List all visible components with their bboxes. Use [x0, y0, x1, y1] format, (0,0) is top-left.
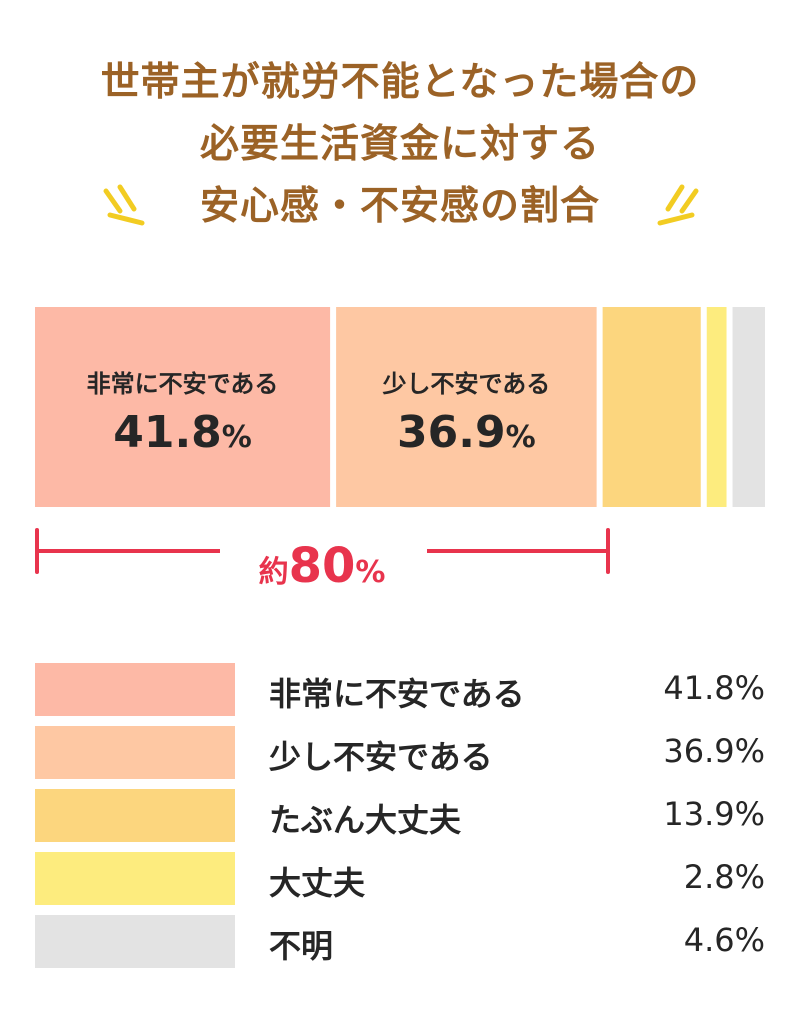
left-emphasis-marks-icon — [98, 183, 158, 233]
legend-row: 少し不安である 36.9% — [35, 726, 765, 789]
legend-swatch — [35, 852, 235, 905]
bar-segment-ok — [706, 307, 727, 507]
legend-value: 36.9% — [663, 732, 765, 770]
segment-label-somewhat-anxious: 少し不安である 36.9% — [336, 307, 597, 507]
legend-row: 非常に不安である 41.8% — [35, 663, 765, 726]
chart-title-line-2: 必要生活資金に対する — [199, 122, 600, 167]
legend-label: たぶん大丈夫 — [269, 801, 462, 839]
legend-value: 4.6% — [683, 921, 765, 959]
segment-label-very-anxious: 非常に不安である 41.8% — [35, 307, 330, 507]
bracket-annotation — [35, 528, 610, 588]
bracket-lines — [35, 528, 610, 574]
legend-swatch — [35, 789, 235, 842]
legend-label: 少し不安である — [269, 738, 493, 776]
legend-swatch — [35, 663, 235, 716]
legend-swatch — [35, 726, 235, 779]
bracket-label-about-80-percent: 約80% — [258, 538, 386, 594]
chart-title-line-1: 世帯主が就労不能となった場合の — [100, 60, 700, 105]
segment-name: 非常に不安である — [86, 370, 279, 398]
stacked-bar-chart: 非常に不安である 41.8% 少し不安である 36.9% — [35, 307, 765, 507]
segment-value: 36.9% — [397, 407, 536, 458]
legend-label: 不明 — [269, 927, 334, 965]
segment-name: 少し不安である — [382, 370, 551, 398]
bar-segment-very-anxious — [35, 307, 331, 507]
legend-row: たぶん大丈夫 13.9% — [35, 789, 765, 852]
legend-row: 大丈夫 2.8% — [35, 852, 765, 915]
legend-value: 13.9% — [663, 795, 765, 833]
segment-value: 41.8% — [113, 407, 252, 458]
legend: 非常に不安である 41.8% 少し不安である 36.9% たぶん大丈夫 13.9… — [35, 663, 765, 978]
legend-label: 大丈夫 — [269, 864, 366, 902]
chart-title: 世帯主が就労不能となった場合の 必要生活資金に対する 安心感・不安感の割合 — [0, 52, 800, 238]
legend-value: 41.8% — [663, 669, 765, 707]
chart-title-line-3: 安心感・不安感の割合 — [199, 184, 600, 229]
bar-segment-unknown — [732, 307, 765, 507]
legend-label: 非常に不安である — [269, 675, 525, 713]
stacked-bar-svg — [35, 307, 765, 507]
legend-swatch — [35, 915, 235, 968]
bar-segment-probably-ok — [602, 307, 701, 507]
right-emphasis-marks-icon — [644, 183, 704, 233]
legend-row: 不明 4.6% — [35, 915, 765, 978]
bar-segment-somewhat-anxious — [336, 307, 597, 507]
legend-value: 2.8% — [683, 858, 765, 896]
